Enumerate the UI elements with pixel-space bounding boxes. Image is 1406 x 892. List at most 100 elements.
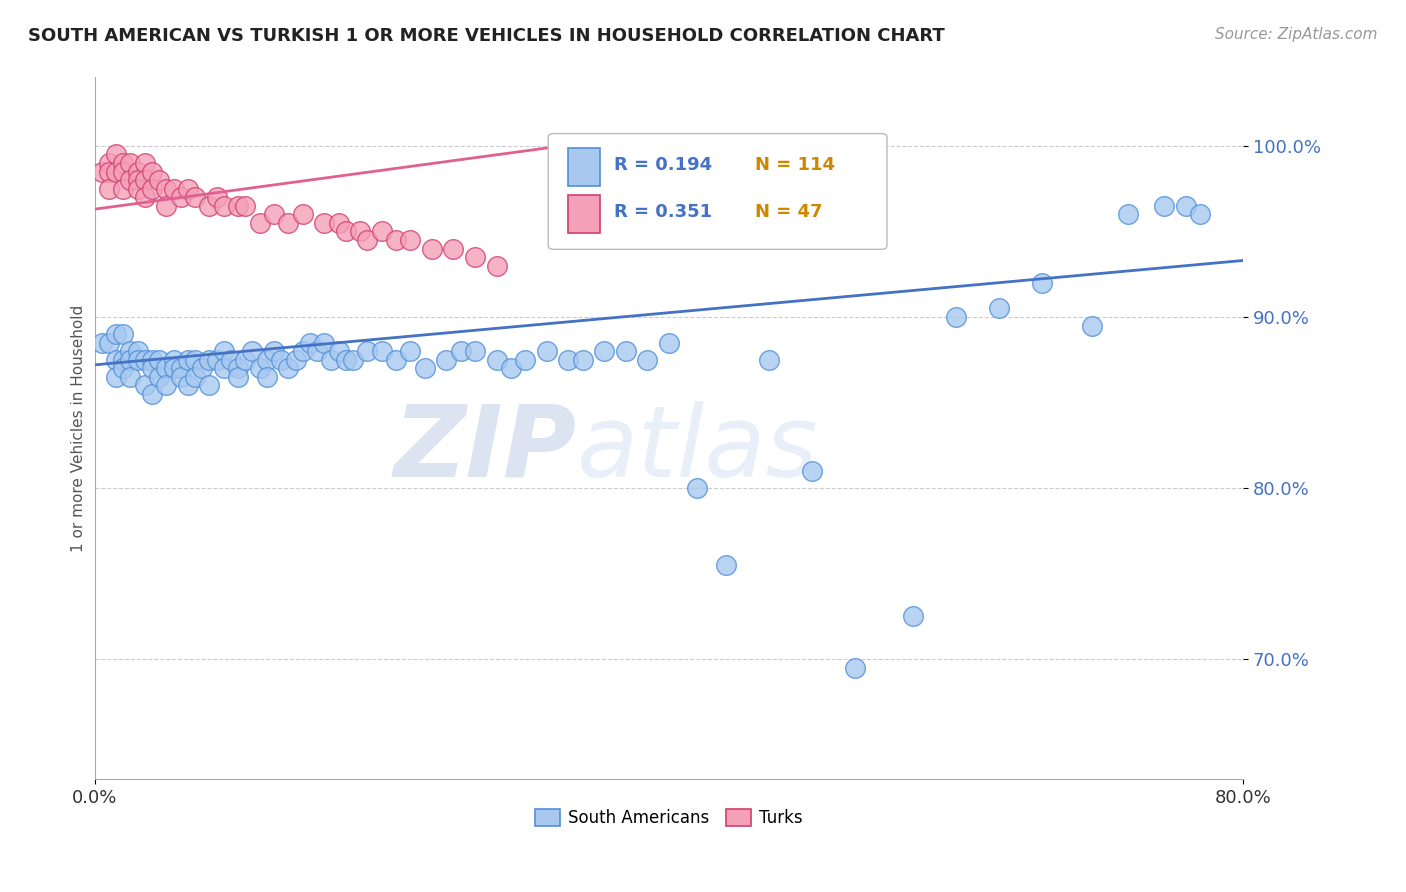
Point xyxy=(314,216,336,230)
Point xyxy=(571,352,593,367)
Point xyxy=(298,335,321,350)
Point xyxy=(162,352,184,367)
Point xyxy=(557,352,579,367)
Point xyxy=(148,173,170,187)
Point xyxy=(127,344,149,359)
Y-axis label: 1 or more Vehicles in Household: 1 or more Vehicles in Household xyxy=(72,304,86,552)
Point xyxy=(184,352,207,367)
Point xyxy=(1116,207,1139,221)
Point xyxy=(321,352,343,367)
Point xyxy=(270,352,292,367)
Point xyxy=(141,181,163,195)
Point xyxy=(155,378,177,392)
Point xyxy=(714,558,737,572)
Point xyxy=(758,352,780,367)
Point xyxy=(987,301,1010,316)
Point xyxy=(127,181,149,195)
Point xyxy=(370,224,392,238)
Point xyxy=(177,378,200,392)
Point xyxy=(212,361,235,376)
Point xyxy=(184,190,207,204)
Point xyxy=(464,344,486,359)
Point xyxy=(198,352,221,367)
Point xyxy=(284,352,307,367)
Point xyxy=(291,207,314,221)
Point xyxy=(335,352,357,367)
Point xyxy=(443,242,465,256)
Point xyxy=(901,609,924,624)
Point xyxy=(212,344,235,359)
Point xyxy=(1188,207,1211,221)
Point xyxy=(328,344,350,359)
Point xyxy=(212,199,235,213)
Point xyxy=(233,352,256,367)
Point xyxy=(105,164,128,178)
Point xyxy=(515,352,537,367)
Point xyxy=(148,352,170,367)
Point xyxy=(127,173,149,187)
Point xyxy=(356,233,378,247)
Point xyxy=(198,199,221,213)
Point xyxy=(256,369,278,384)
Point xyxy=(499,361,522,376)
Point xyxy=(249,361,271,376)
Point xyxy=(636,352,658,367)
Point xyxy=(170,361,193,376)
Point xyxy=(120,173,142,187)
Point xyxy=(120,156,142,170)
Point xyxy=(148,369,170,384)
Point xyxy=(464,250,486,264)
Point xyxy=(219,352,242,367)
Point xyxy=(134,156,156,170)
Point xyxy=(112,361,135,376)
Point xyxy=(112,181,135,195)
Point xyxy=(226,199,249,213)
Point xyxy=(226,369,249,384)
Point xyxy=(177,181,200,195)
Point xyxy=(112,156,135,170)
Point xyxy=(249,216,271,230)
Point xyxy=(307,344,329,359)
Point xyxy=(335,224,357,238)
Point xyxy=(97,164,120,178)
Text: atlas: atlas xyxy=(576,401,818,498)
Point xyxy=(134,173,156,187)
Text: Source: ZipAtlas.com: Source: ZipAtlas.com xyxy=(1215,27,1378,42)
Point xyxy=(356,344,378,359)
Point xyxy=(162,361,184,376)
Point xyxy=(328,216,350,230)
FancyBboxPatch shape xyxy=(548,134,887,249)
Point xyxy=(658,335,681,350)
Point xyxy=(198,378,221,392)
Point xyxy=(593,344,616,359)
Point xyxy=(205,352,228,367)
Point xyxy=(242,344,264,359)
Point xyxy=(105,369,128,384)
Point xyxy=(844,661,866,675)
FancyBboxPatch shape xyxy=(568,147,600,186)
Point xyxy=(155,199,177,213)
Point xyxy=(1031,276,1053,290)
Point xyxy=(134,352,156,367)
Point xyxy=(420,242,443,256)
Text: ZIP: ZIP xyxy=(394,401,576,498)
Point xyxy=(801,464,824,478)
Point xyxy=(90,335,112,350)
Point xyxy=(263,344,285,359)
Point xyxy=(226,361,249,376)
Point xyxy=(485,259,508,273)
Text: R = 0.194: R = 0.194 xyxy=(613,156,711,174)
Point xyxy=(434,352,457,367)
Point xyxy=(205,190,228,204)
Point xyxy=(97,156,120,170)
Point xyxy=(155,361,177,376)
Point xyxy=(399,344,422,359)
Point xyxy=(134,190,156,204)
Point xyxy=(120,352,142,367)
Point xyxy=(97,335,120,350)
Point xyxy=(385,233,408,247)
Point xyxy=(170,190,193,204)
Point xyxy=(413,361,436,376)
Text: N = 47: N = 47 xyxy=(755,203,823,221)
Point xyxy=(105,352,128,367)
